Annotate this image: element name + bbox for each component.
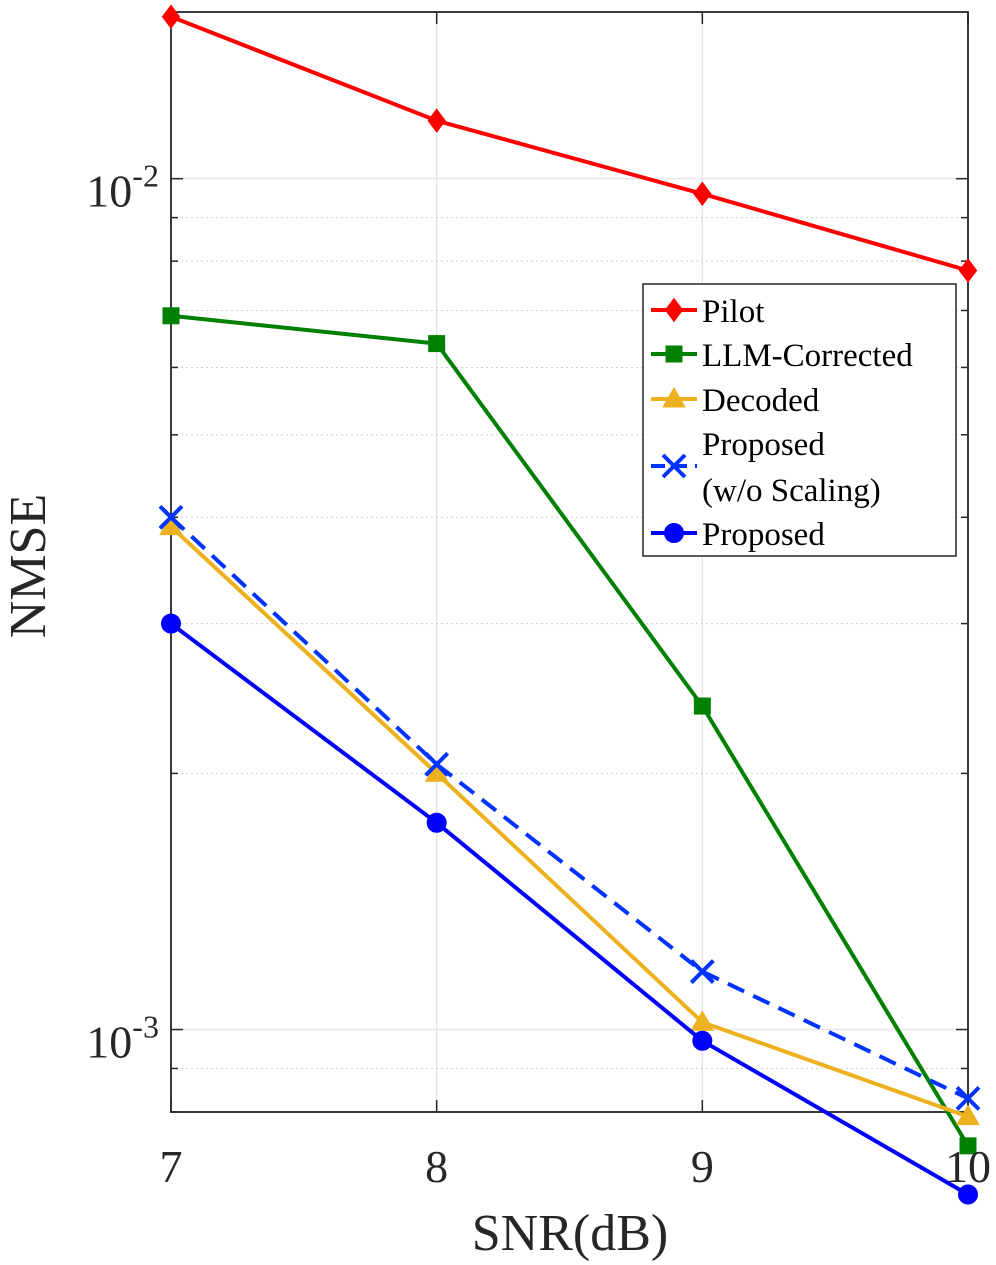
legend: Pilot LLM-Corrected Decoded Proposed (w/o Sc… [642,283,957,557]
legend-marker [661,453,687,479]
legend-marker [664,297,684,323]
series-proposed-w-o-scaling [158,504,981,1111]
data-point [955,1085,981,1111]
x-stroke [661,453,687,479]
x-stroke [955,1085,981,1111]
data-point [689,959,715,984]
y-tick-exponent: -2 [132,158,159,194]
series-pilot [161,4,978,283]
data-point [692,1030,713,1051]
series-line [170,14,969,273]
legend-item: Decoded [651,383,820,419]
legend-label: (w/o Scaling) [702,473,881,509]
legend-label: LLM-Corrected [702,338,913,374]
legend-item: Proposed [651,517,825,553]
x-tick-label: 7 [160,1141,183,1192]
data-point [693,697,711,715]
data-point [956,1104,980,1126]
x-stroke [424,751,450,777]
data-point [428,335,446,353]
data-point [427,108,446,133]
data-point [958,1184,978,1205]
legend-item: Pilot [651,294,764,330]
y-tick-base: 10 [86,1017,132,1068]
legend-label: Proposed [702,427,825,463]
legend-label: Decoded [702,383,820,419]
x-tick-label: 8 [425,1141,448,1192]
y-tick-label: 10-3 [86,1009,159,1068]
series-layer [158,4,981,1205]
series-llm-corrected [162,307,977,1155]
legend-marker [665,345,683,363]
series-line [169,525,969,1119]
legend-marker [662,387,686,408]
x-tick-label: 9 [691,1141,714,1192]
y-axis-label: NMSE [0,494,57,638]
legend-label: Proposed [702,517,825,553]
series-line [169,515,969,1101]
plot-frame [170,11,969,1113]
data-point [424,751,450,777]
y-tick-base: 10 [86,166,132,217]
data-point [158,504,184,530]
data-point [690,1010,715,1031]
y-tick-exponent: -3 [132,1009,159,1045]
legend-item: Proposed (w/o Scaling) [651,427,881,509]
x-axis-label: SNR(dB) [472,1205,668,1262]
x-stroke [158,504,184,530]
data-point [426,812,447,833]
series-line [170,313,970,1147]
data-point [161,4,181,29]
data-point [693,181,712,207]
series-proposed [161,613,978,1205]
data-point [161,613,181,634]
y-tick-label: 10-2 [86,158,159,217]
legend-label: Pilot [702,294,764,330]
legend-item: LLM-Corrected [651,338,913,374]
data-point [958,258,978,283]
series-line [169,621,970,1197]
legend-marker [664,523,684,543]
data-point [162,307,180,325]
x-stroke [689,959,715,984]
x-tick-label: 10 [945,1141,991,1192]
series-decoded [159,514,980,1126]
legend-box [642,283,957,557]
data-point [959,1137,977,1155]
